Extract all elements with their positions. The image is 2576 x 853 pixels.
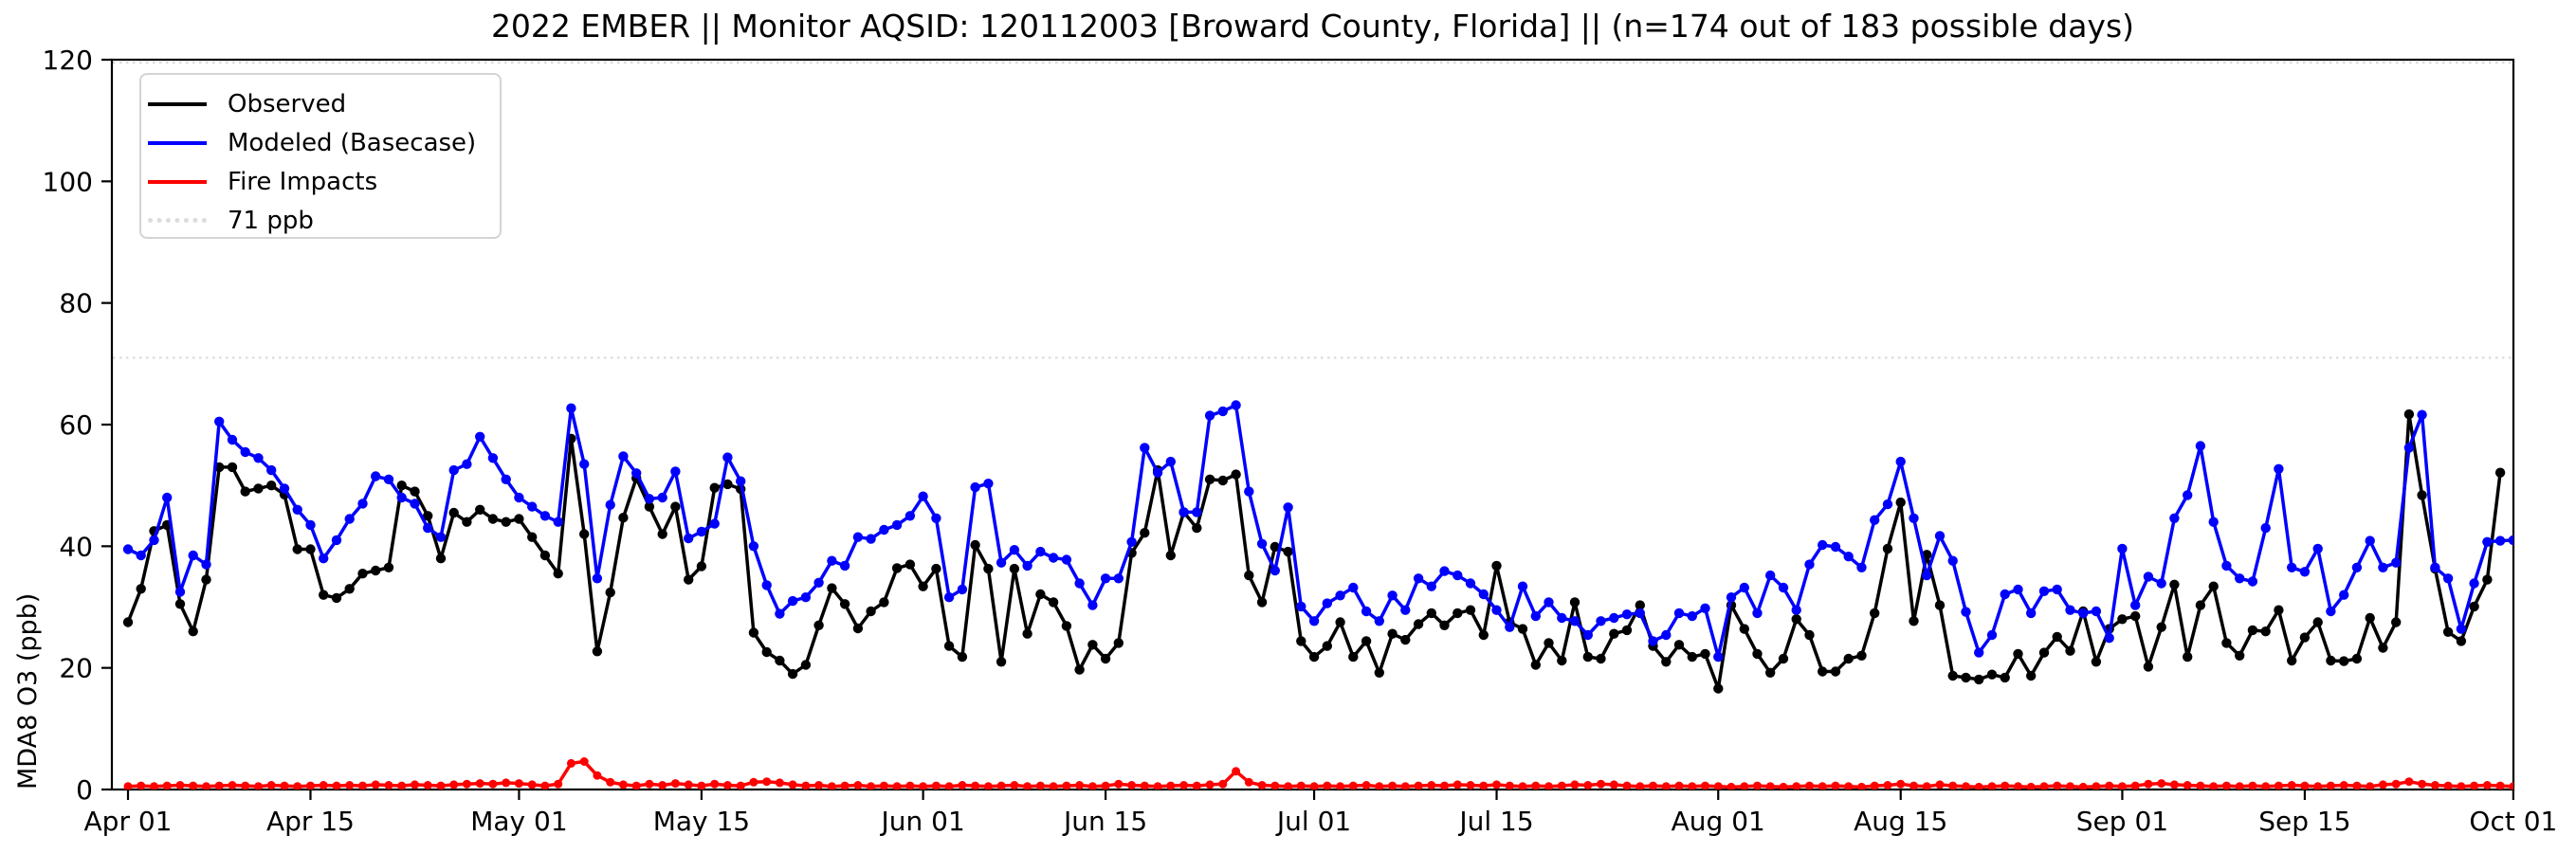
modeled-series	[122, 400, 2513, 662]
x-axis-ticks: Apr 01 Apr 15 May 01 May 15 Jun 01 Jun 15 Jul …	[84, 789, 2557, 837]
legend-label: Fire Impacts	[228, 167, 378, 196]
fire-impacts-line-swatch	[148, 179, 207, 184]
y-tick-label: 120	[43, 45, 93, 76]
legend-item-fire-impacts: Fire Impacts	[148, 162, 500, 201]
x-tick-label: Jul 15	[1457, 806, 1533, 837]
71ppb-dotted-swatch	[148, 218, 207, 223]
x-tick-label: Jun 01	[879, 806, 964, 837]
y-axis-label: MDA8 O3 (ppb)	[13, 592, 43, 789]
fire-impacts-series	[123, 757, 2513, 789]
y-axis-ticks: 0 20 40 60 80 100 120	[43, 45, 112, 806]
x-tick-label: Oct 01	[2469, 806, 2557, 837]
x-tick-label: Jun 15	[1062, 806, 1147, 837]
legend-label: Observed	[228, 89, 347, 118]
x-tick-label: Aug 15	[1854, 806, 1947, 837]
legend-label: 71 ppb	[228, 206, 314, 235]
legend-label: Modeled (Basecase)	[228, 128, 477, 157]
x-tick-label: Sep 15	[2258, 806, 2350, 837]
y-tick-label: 80	[59, 288, 93, 319]
x-tick-label: Jul 01	[1275, 806, 1351, 837]
x-tick-label: May 01	[470, 806, 567, 837]
reference-lines	[113, 62, 2512, 359]
observed-series	[122, 408, 2506, 694]
chart-title: 2022 EMBER || Monitor AQSID: 120112003 […	[490, 8, 2135, 45]
legend: Observed Modeled (Basecase) Fire Impacts…	[139, 73, 502, 239]
data-series	[122, 400, 2513, 789]
x-tick-label: Aug 01	[1672, 806, 1765, 837]
x-tick-label: Apr 01	[84, 806, 173, 837]
x-tick-label: May 15	[653, 806, 750, 837]
legend-item-observed: Observed	[148, 84, 500, 123]
y-tick-label: 0	[76, 774, 93, 806]
legend-item-71ppb: 71 ppb	[148, 201, 500, 240]
y-tick-label: 40	[59, 531, 93, 562]
x-tick-label: Sep 01	[2076, 806, 2168, 837]
y-tick-label: 60	[59, 409, 93, 441]
y-tick-label: 100	[43, 166, 93, 197]
observed-line-swatch	[148, 101, 207, 106]
legend-item-modeled: Modeled (Basecase)	[148, 123, 500, 162]
modeled-line-swatch	[148, 140, 207, 145]
y-tick-label: 20	[59, 653, 93, 684]
x-tick-label: Apr 15	[266, 806, 355, 837]
